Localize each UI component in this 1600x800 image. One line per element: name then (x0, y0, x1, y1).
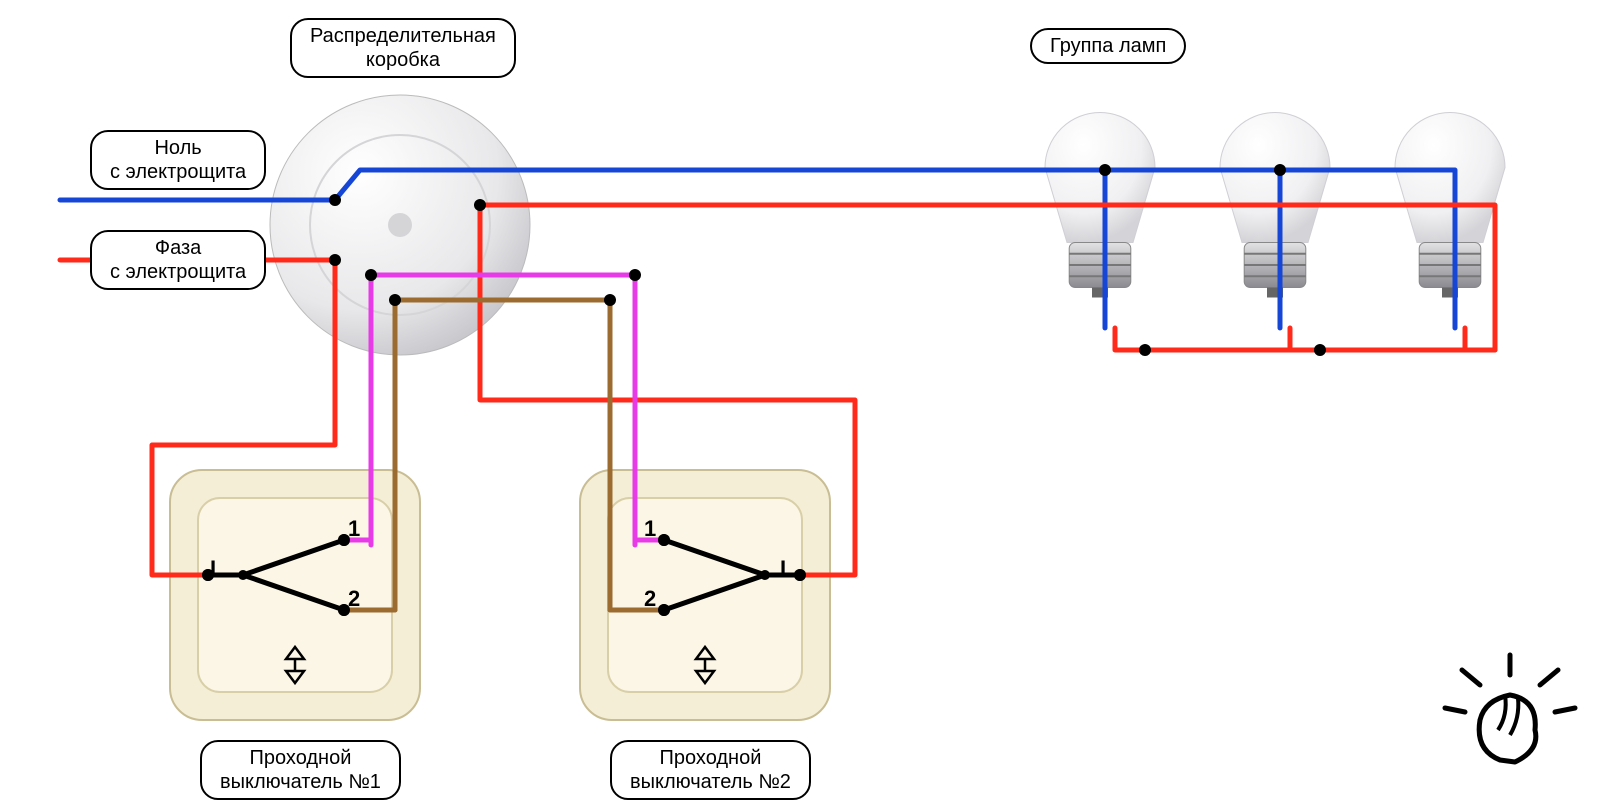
junction-node (658, 534, 670, 546)
junction-node (365, 269, 377, 281)
junction-node (329, 194, 341, 206)
label-junction-box: Распределительная коробка (290, 18, 516, 78)
label-neutral: Ноль с электрощита (90, 130, 266, 190)
junction-node (794, 569, 806, 581)
junction-node (474, 199, 486, 211)
junction-node (1139, 344, 1151, 356)
junction-node (658, 604, 670, 616)
wiring-diagram (0, 0, 1600, 800)
junction-node (1314, 344, 1326, 356)
sw2-terminal-1: 1 (644, 516, 656, 542)
label-switch-1: Проходной выключатель №1 (200, 740, 401, 800)
snap-icon (1445, 655, 1575, 762)
junction-node (1099, 164, 1111, 176)
sw1-terminal-L: L (210, 556, 223, 582)
junction-node (629, 269, 641, 281)
sw2-terminal-2: 2 (644, 586, 656, 612)
junction-node (329, 254, 341, 266)
label-switch-2: Проходной выключатель №2 (610, 740, 811, 800)
sw1-terminal-1: 1 (348, 516, 360, 542)
sw1-terminal-2: 2 (348, 586, 360, 612)
label-phase: Фаза с электрощита (90, 230, 266, 290)
switch-sw2 (580, 470, 830, 720)
switch-sw1 (170, 470, 420, 720)
label-lamp-group: Группа ламп (1030, 28, 1186, 64)
junction-node (389, 294, 401, 306)
sw2-terminal-L: L (780, 556, 793, 582)
junction-node (604, 294, 616, 306)
junction-node (1274, 164, 1286, 176)
